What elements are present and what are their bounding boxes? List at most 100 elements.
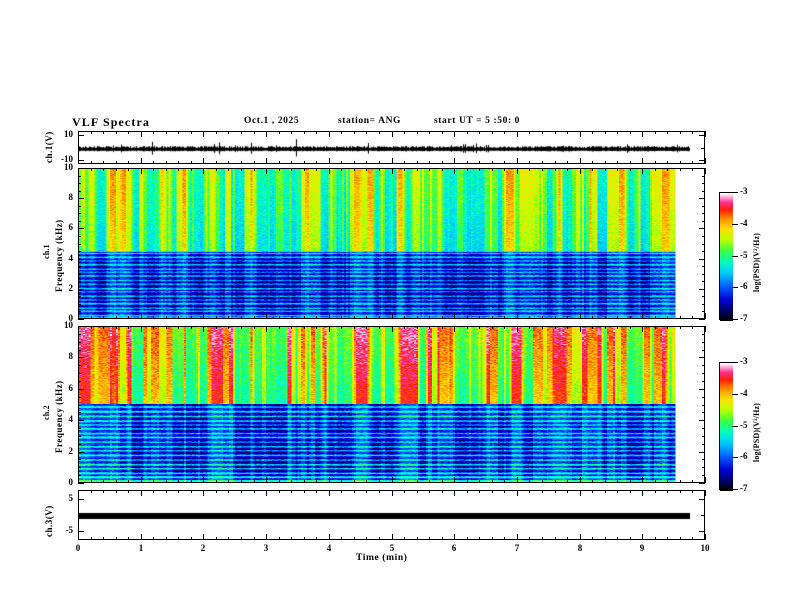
axis-tick	[141, 168, 142, 174]
axis-tick	[341, 168, 342, 171]
axis-tick	[366, 168, 367, 171]
axis-tick	[699, 228, 705, 229]
axis-tick	[732, 287, 738, 288]
axis-tick	[203, 313, 204, 319]
axis-tick	[291, 131, 292, 134]
axis-tick	[78, 319, 84, 320]
axis-tick	[732, 192, 738, 193]
axis-tick	[617, 168, 618, 171]
axis-tick	[699, 259, 705, 260]
axis-tick	[266, 534, 267, 540]
axis-tick	[279, 316, 280, 319]
axis-tick	[567, 480, 568, 483]
axis-tick	[492, 537, 493, 540]
axis-tick	[417, 131, 418, 134]
axis-tick	[702, 191, 705, 192]
axis-tick	[732, 319, 738, 320]
axis-tick	[166, 326, 167, 329]
axis-tick	[166, 161, 167, 164]
axis-tick	[279, 161, 280, 164]
axis-tick	[429, 316, 430, 319]
axis-tick	[78, 244, 81, 245]
axis-tick	[228, 537, 229, 540]
axis-tick	[702, 365, 705, 366]
axis-tick	[529, 168, 530, 171]
axis-tick-label: 6	[68, 383, 74, 393]
axis-tick	[78, 228, 84, 229]
axis-tick	[467, 326, 468, 329]
axis-tick	[279, 168, 280, 171]
axis-tick	[580, 131, 581, 137]
axis-tick	[702, 334, 705, 335]
axis-tick	[699, 160, 705, 161]
axis-tick	[492, 326, 493, 329]
axis-tick	[316, 316, 317, 319]
axis-tick	[702, 236, 705, 237]
axis-tick	[78, 158, 79, 164]
axis-tick	[630, 316, 631, 319]
axis-tick	[630, 168, 631, 171]
axis-tick	[166, 537, 167, 540]
axis-tick	[529, 480, 530, 483]
axis-tick	[605, 537, 606, 540]
axis-tick	[504, 131, 505, 134]
axis-tick	[392, 477, 393, 483]
axis-tick	[642, 326, 643, 332]
axis-tick	[680, 168, 681, 171]
axis-tick	[379, 131, 380, 134]
axis-tick	[304, 131, 305, 134]
axis-tick	[228, 316, 229, 319]
axis-tick	[78, 475, 81, 476]
axis-tick	[467, 537, 468, 540]
axis-tick	[304, 490, 305, 493]
axis-tick-label: 6	[68, 222, 74, 232]
axis-tick	[517, 477, 518, 483]
axis-tick	[479, 480, 480, 483]
axis-tick-label: 0	[75, 543, 81, 553]
axis-tick	[630, 161, 631, 164]
axis-tick	[467, 168, 468, 171]
axis-tick	[592, 326, 593, 329]
axis-tick	[479, 490, 480, 493]
axis-tick	[291, 168, 292, 171]
axis-tick	[617, 326, 618, 329]
axis-tick	[91, 316, 92, 319]
axis-tick	[429, 131, 430, 134]
figure-title: VLF Spectra	[72, 115, 150, 129]
axis-tick	[392, 131, 393, 137]
axis-tick	[191, 316, 192, 319]
axis-tick	[655, 161, 656, 164]
axis-tick	[316, 537, 317, 540]
axis-tick	[128, 537, 129, 540]
axis-tick-label: 2	[200, 543, 206, 553]
axis-tick	[392, 326, 393, 332]
axis-tick	[667, 161, 668, 164]
axis-tick	[178, 168, 179, 171]
axis-tick	[216, 490, 217, 493]
axis-tick	[429, 326, 430, 329]
axis-tick	[291, 161, 292, 164]
axis-tick	[680, 131, 681, 134]
axis-tick	[228, 480, 229, 483]
axis-tick	[78, 531, 84, 532]
axis-tick	[580, 477, 581, 483]
axis-tick	[228, 131, 229, 134]
axis-tick	[304, 537, 305, 540]
x-axis-title: Time (min)	[356, 553, 408, 563]
axis-tick	[642, 168, 643, 174]
axis-tick	[78, 176, 81, 177]
axis-tick	[379, 161, 380, 164]
axis-tick	[78, 515, 82, 516]
axis-tick	[702, 311, 705, 312]
axis-tick	[354, 316, 355, 319]
axis-tick	[617, 490, 618, 493]
axis-tick	[655, 537, 656, 540]
axis-tick	[366, 326, 367, 329]
axis-tick	[529, 326, 530, 329]
axis-tick	[78, 459, 81, 460]
axis-tick	[442, 131, 443, 134]
axis-tick	[78, 213, 81, 214]
axis-tick	[517, 131, 518, 137]
axis-tick	[680, 537, 681, 540]
axis-tick	[617, 537, 618, 540]
